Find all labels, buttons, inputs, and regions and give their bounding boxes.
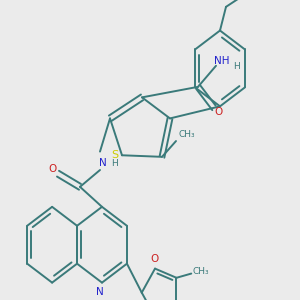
Text: N: N <box>96 287 104 297</box>
Text: H: H <box>111 159 117 168</box>
Text: S: S <box>111 150 118 160</box>
Text: CH₃: CH₃ <box>179 130 196 139</box>
Text: NH: NH <box>214 56 230 65</box>
Text: O: O <box>215 107 223 117</box>
Text: H: H <box>233 62 240 71</box>
Text: CH₃: CH₃ <box>192 268 209 277</box>
Text: O: O <box>150 254 158 264</box>
Text: N: N <box>99 158 107 168</box>
Text: O: O <box>48 164 56 175</box>
